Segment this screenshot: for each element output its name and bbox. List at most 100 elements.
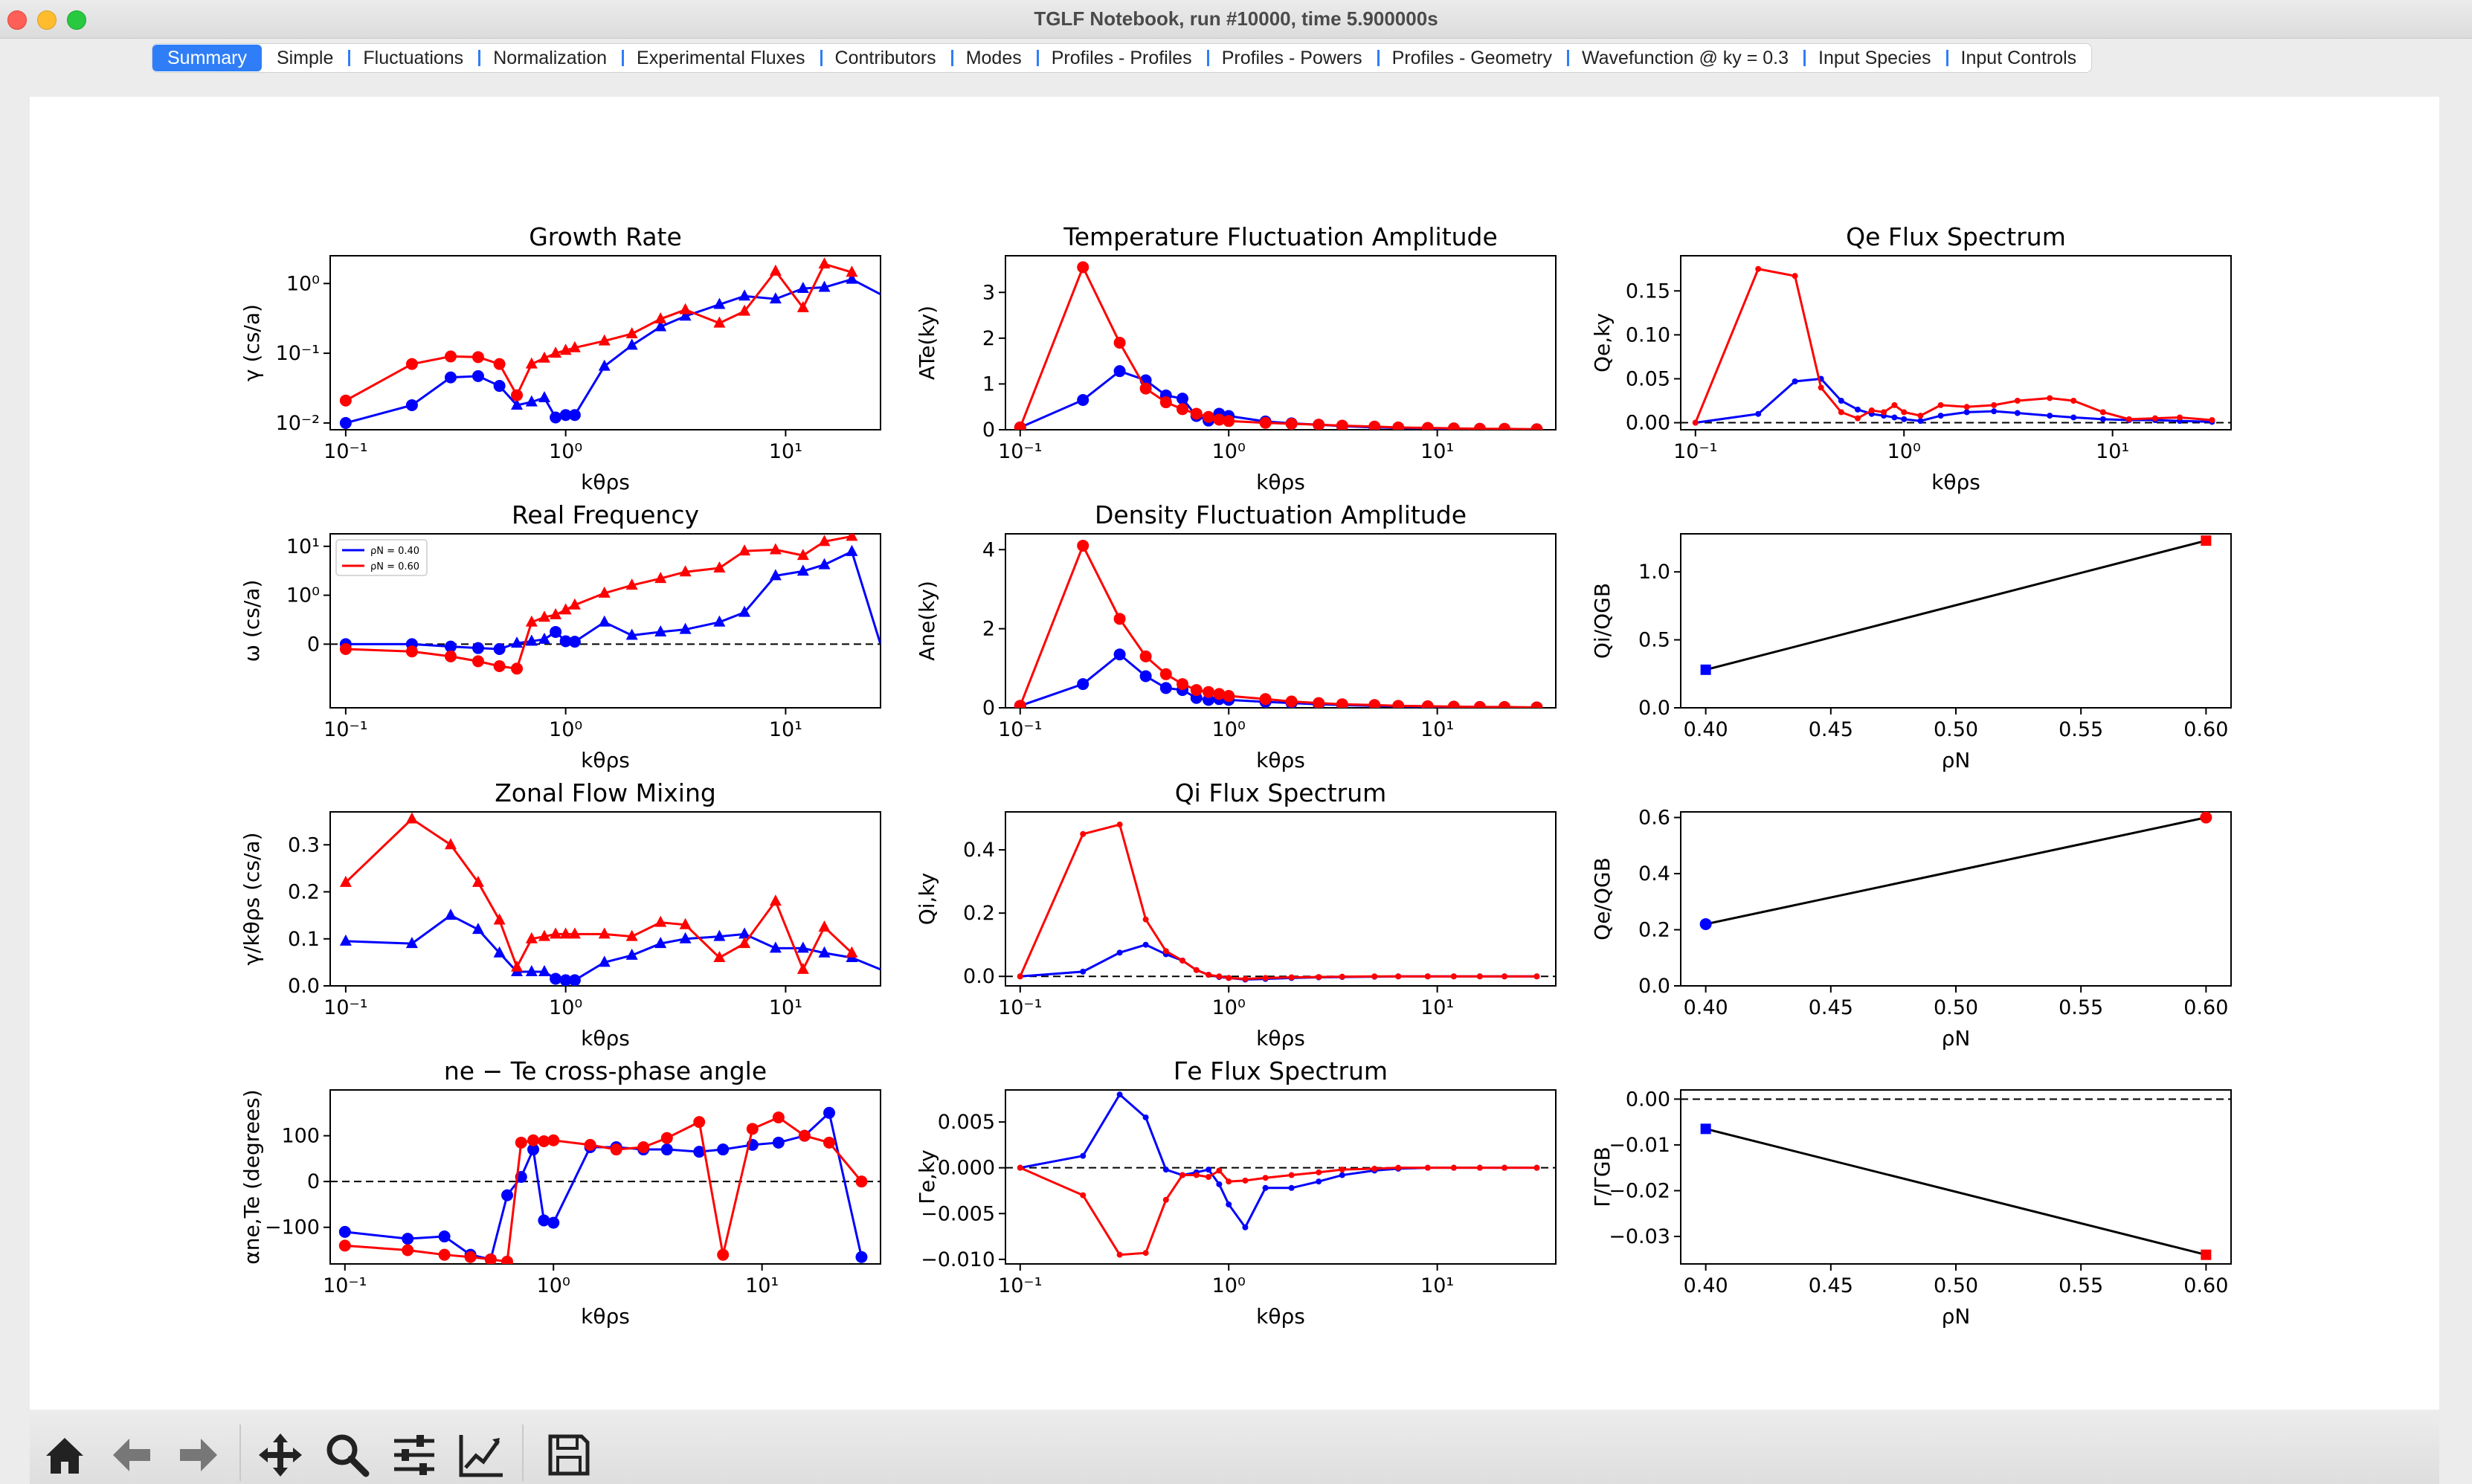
- subplots-icon[interactable]: [390, 1430, 439, 1480]
- y-tick-label: 0.4: [963, 839, 995, 862]
- tab-wavefunction-ky-0-3[interactable]: Wavefunction @ ky = 0.3: [1566, 45, 1803, 71]
- data-point: [559, 927, 572, 939]
- tab-modes[interactable]: Modes: [950, 45, 1037, 71]
- data-point: [444, 909, 457, 920]
- data-point: [1917, 413, 1924, 419]
- y-tick-label: 0.05: [1626, 367, 1670, 390]
- data-point: [2099, 409, 2106, 416]
- data-point: [796, 941, 809, 953]
- data-point: [2151, 415, 2158, 422]
- data-point: [511, 636, 524, 648]
- x-tick-label: 0.50: [1934, 718, 1978, 741]
- pan-icon[interactable]: [256, 1430, 305, 1480]
- data-point: [1700, 664, 1711, 675]
- data-point: [1473, 422, 1486, 430]
- data-point: [1113, 365, 1126, 378]
- data-point: [1017, 1164, 1023, 1171]
- data-point: [818, 920, 831, 932]
- x-tick-label: 10⁰: [1212, 996, 1246, 1019]
- data-point: [679, 622, 692, 634]
- data-point: [1424, 973, 1431, 980]
- y-tick-label: 10⁰: [286, 272, 320, 295]
- y-tick-label: 0: [307, 633, 320, 656]
- x-axis-label: kθρs: [1256, 470, 1305, 494]
- data-point: [1262, 975, 1269, 981]
- minimize-window-button[interactable]: [37, 10, 57, 30]
- close-window-button[interactable]: [7, 10, 27, 30]
- tab-input-species[interactable]: Input Species: [1803, 45, 1946, 71]
- y-tick-label: 0: [307, 1170, 320, 1193]
- back-arrow-icon[interactable]: [107, 1430, 156, 1480]
- plot-area: [1017, 822, 1540, 983]
- data-point: [1203, 685, 1215, 698]
- tab-summary[interactable]: Summary: [152, 45, 262, 71]
- data-point: [1447, 422, 1460, 430]
- data-point: [679, 932, 692, 943]
- y-tick-label: 1: [982, 372, 995, 396]
- x-tick-label: 10⁻¹: [324, 440, 367, 463]
- tab-profiles-powers[interactable]: Profiles - Powers: [1206, 45, 1377, 71]
- data-point: [538, 1214, 550, 1227]
- axes-frame: [1680, 811, 2232, 987]
- tab-profiles-geometry[interactable]: Profiles - Geometry: [1377, 45, 1567, 71]
- series-line-red: [1019, 823, 1537, 981]
- data-point: [438, 1230, 451, 1243]
- data-point: [769, 894, 782, 906]
- data-point: [1077, 539, 1089, 552]
- data-point: [738, 937, 751, 949]
- x-axis-label: ρN: [1942, 748, 1971, 772]
- tab-contributors[interactable]: Contributors: [820, 45, 951, 71]
- tab-simple[interactable]: Simple: [276, 48, 334, 68]
- save-icon[interactable]: [544, 1430, 593, 1480]
- data-point: [515, 1136, 527, 1149]
- y-axis-label: γ (cs/a): [239, 304, 264, 381]
- data-point: [846, 544, 858, 556]
- data-point: [339, 394, 352, 407]
- data-point: [1014, 700, 1026, 708]
- figure-canvas[interactable]: 10⁻¹ 10⁰ 10¹ 10⁻² 10⁻¹ 10⁰ Growth Rate kθρs γ (c…: [30, 97, 2439, 1410]
- data-point: [1177, 678, 1189, 691]
- home-icon[interactable]: [40, 1430, 89, 1480]
- data-point: [484, 1253, 497, 1264]
- axes-frame: [1005, 255, 1557, 430]
- data-point: [1113, 613, 1126, 625]
- y-tick-label: 0.0: [1638, 975, 1670, 998]
- data-point: [1476, 1164, 1483, 1171]
- data-point: [713, 615, 726, 627]
- subplot-12: 0.40 0.45 0.50 0.55 0.60 −0.03 −0.02 −0.01 0.00 ρ…: [1590, 1088, 2232, 1329]
- data-point: [568, 409, 581, 422]
- data-point: [1700, 1123, 1711, 1135]
- tab-input-controls[interactable]: Input Controls: [1945, 45, 2092, 71]
- axes-edit-icon[interactable]: [457, 1430, 506, 1480]
- tab-normalization[interactable]: Normalization: [478, 45, 622, 71]
- y-tick-label: 0: [982, 697, 995, 720]
- forward-arrow-icon[interactable]: [174, 1430, 223, 1480]
- axes-frame: [1680, 533, 2232, 709]
- subplot-title: Density Fluctuation Amplitude: [1095, 500, 1467, 529]
- data-point: [1339, 973, 1345, 980]
- data-point: [471, 351, 484, 364]
- x-tick-label: 0.40: [1684, 1274, 1728, 1297]
- x-tick-label: 0.60: [2183, 718, 2228, 741]
- data-point: [654, 312, 667, 324]
- data-point: [1193, 967, 1200, 973]
- data-point: [1313, 697, 1325, 708]
- data-point: [1223, 415, 1235, 428]
- x-tick-label: 0.45: [1809, 1274, 1853, 1297]
- window-titlebar: TGLF Notebook, run #10000, time 5.900000…: [0, 0, 2472, 39]
- data-point: [405, 812, 418, 824]
- y-axis-label: Qe/QGB: [1590, 857, 1615, 941]
- tab-profiles-profiles[interactable]: Profiles - Profiles: [1036, 45, 1207, 71]
- data-point: [471, 655, 484, 668]
- tab-fluctuations[interactable]: Fluctuations: [348, 45, 478, 71]
- data-point: [818, 946, 831, 958]
- data-point: [2070, 398, 2077, 404]
- data-point: [679, 917, 692, 929]
- data-point: [1226, 975, 1232, 981]
- zoom-icon[interactable]: [323, 1430, 372, 1480]
- subplot-7: 10⁻¹ 10⁰ 10¹ 0.0 0.1 0.2 0.3 Zonal Flow Mixing k…: [239, 778, 881, 1051]
- tab-experimental-fluxes[interactable]: Experimental Fluxes: [622, 45, 820, 71]
- x-tick-label: 0.55: [2059, 718, 2103, 741]
- maximize-window-button[interactable]: [67, 10, 86, 30]
- axes-frame: [1680, 1089, 2232, 1265]
